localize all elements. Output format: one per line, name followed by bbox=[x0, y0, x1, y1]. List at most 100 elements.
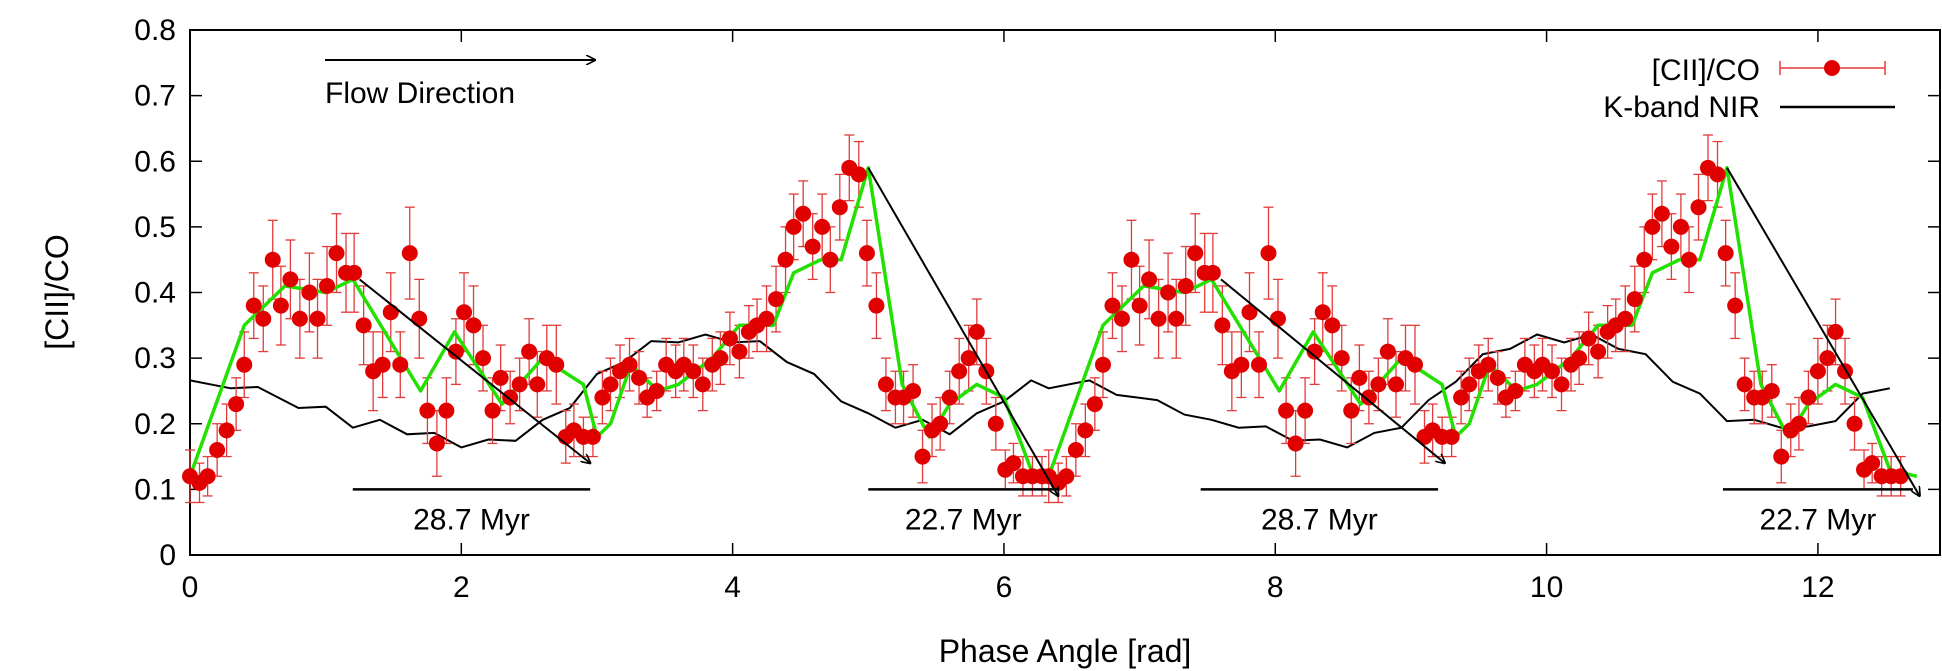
data-point bbox=[648, 382, 665, 399]
data-point bbox=[1809, 363, 1826, 380]
data-point bbox=[236, 356, 253, 373]
data-point bbox=[1727, 297, 1744, 314]
y-tick-label: 0.8 bbox=[134, 14, 176, 47]
data-point bbox=[1590, 343, 1607, 360]
data-point bbox=[731, 343, 748, 360]
data-point bbox=[1324, 317, 1341, 334]
data-point bbox=[1187, 245, 1204, 262]
data-point bbox=[1379, 343, 1396, 360]
data-point bbox=[1580, 330, 1597, 347]
data-point bbox=[374, 356, 391, 373]
data-point bbox=[584, 428, 601, 445]
legend: [CII]/CO K-band NIR bbox=[1603, 54, 1895, 124]
data-point bbox=[1314, 304, 1331, 321]
trend-arrow bbox=[1726, 167, 1920, 496]
data-point bbox=[1571, 350, 1588, 367]
data-point bbox=[685, 363, 702, 380]
x-tick-label: 0 bbox=[182, 571, 199, 604]
flow-direction-label: Flow Direction bbox=[325, 77, 515, 110]
timescale-label: 28.7 Myr bbox=[413, 503, 530, 536]
data-point bbox=[1864, 455, 1881, 472]
data-point bbox=[438, 402, 455, 419]
data-point bbox=[465, 317, 482, 334]
data-point bbox=[1461, 376, 1478, 393]
data-point bbox=[1204, 264, 1221, 281]
data-point bbox=[521, 343, 538, 360]
data-point bbox=[914, 448, 931, 465]
data-point bbox=[511, 376, 528, 393]
data-point bbox=[694, 376, 711, 393]
data-point bbox=[319, 277, 336, 294]
data-point bbox=[1131, 297, 1148, 314]
trend-arrow bbox=[1220, 278, 1445, 463]
data-point bbox=[272, 297, 289, 314]
data-point bbox=[209, 442, 226, 458]
data-point bbox=[1407, 356, 1423, 373]
data-point bbox=[1453, 389, 1470, 406]
data-point bbox=[1104, 297, 1121, 314]
data-point bbox=[1260, 245, 1277, 262]
data-point bbox=[1644, 218, 1661, 235]
data-point bbox=[1773, 448, 1790, 465]
data-point bbox=[1636, 251, 1653, 268]
data-point bbox=[804, 238, 821, 255]
data-point bbox=[401, 245, 418, 262]
data-point bbox=[1141, 271, 1158, 288]
data-point bbox=[411, 310, 428, 327]
data-point bbox=[1370, 376, 1387, 393]
data-point bbox=[1827, 323, 1844, 340]
data-point bbox=[814, 218, 831, 235]
annotation-layer: 28.7 Myr 22.7 Myr 28.7 Myr 22.7 Myr Flow Dir… bbox=[325, 60, 1920, 536]
data-point bbox=[1626, 291, 1643, 308]
data-point bbox=[1544, 363, 1561, 380]
data-point bbox=[1123, 251, 1140, 268]
data-point bbox=[1306, 343, 1323, 360]
data-point bbox=[602, 376, 619, 393]
data-point bbox=[282, 271, 299, 288]
data-point bbox=[1113, 310, 1130, 327]
x-tick-label: 2 bbox=[453, 571, 470, 604]
data-point bbox=[987, 415, 1004, 432]
data-point bbox=[264, 251, 281, 268]
x-tick-label: 6 bbox=[996, 571, 1013, 604]
trend-arrow bbox=[867, 167, 1058, 496]
data-point bbox=[932, 415, 949, 432]
data-point bbox=[1553, 376, 1570, 393]
y-tick-label: 0.1 bbox=[134, 473, 176, 506]
data-point bbox=[1763, 382, 1780, 399]
data-point bbox=[1489, 369, 1506, 386]
y-tick-label: 0.6 bbox=[134, 145, 176, 178]
x-axis-label: Phase Angle [rad] bbox=[939, 633, 1192, 669]
y-tick-label: 0.2 bbox=[134, 408, 176, 441]
data-point bbox=[868, 297, 885, 314]
data-point bbox=[1681, 251, 1698, 268]
data-point bbox=[529, 376, 546, 393]
data-point bbox=[968, 323, 985, 340]
data-point bbox=[456, 304, 473, 321]
data-point bbox=[1250, 356, 1267, 373]
y-tick-label: 0.4 bbox=[134, 277, 176, 310]
data-point bbox=[1617, 310, 1634, 327]
data-point bbox=[1177, 277, 1194, 294]
data-point bbox=[291, 310, 308, 327]
data-point bbox=[1717, 245, 1734, 262]
data-point bbox=[1343, 402, 1360, 419]
data-point bbox=[1160, 284, 1177, 301]
data-point bbox=[1269, 310, 1286, 327]
data-point bbox=[548, 356, 565, 373]
data-point bbox=[594, 389, 611, 406]
data-point bbox=[631, 369, 648, 386]
data-point bbox=[382, 304, 399, 321]
data-point bbox=[328, 245, 345, 262]
x-tick-label: 4 bbox=[724, 571, 741, 604]
data-point bbox=[1287, 435, 1304, 452]
data-point bbox=[858, 245, 875, 262]
data-point bbox=[795, 205, 812, 222]
points-layer bbox=[182, 159, 1909, 491]
timescale-label: 22.7 Myr bbox=[905, 503, 1022, 536]
data-point bbox=[1150, 310, 1167, 327]
data-point bbox=[1005, 455, 1022, 472]
trend-arrow bbox=[358, 278, 591, 463]
data-point bbox=[1360, 389, 1377, 406]
data-point bbox=[1736, 376, 1753, 393]
